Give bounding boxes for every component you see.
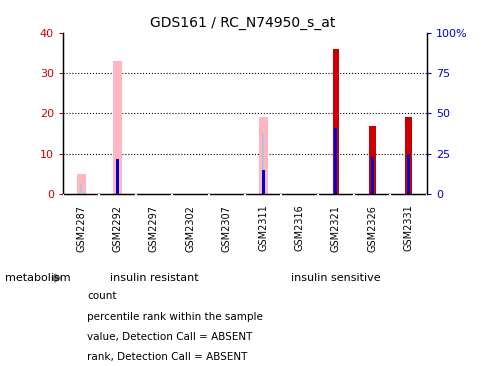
Text: GSM2297: GSM2297 [149, 205, 159, 252]
Bar [261, 170, 264, 194]
Text: GDS161 / RC_N74950_s_at: GDS161 / RC_N74950_s_at [150, 16, 334, 30]
Text: metabolism: metabolism [5, 273, 70, 283]
Bar [116, 158, 119, 194]
Text: GSM2302: GSM2302 [185, 205, 195, 251]
Bar [113, 61, 122, 194]
Text: GSM2331: GSM2331 [403, 205, 413, 251]
Bar [333, 128, 336, 194]
Text: GSM2307: GSM2307 [221, 205, 231, 251]
Text: insulin resistant: insulin resistant [109, 273, 198, 283]
Text: GSM2292: GSM2292 [112, 205, 122, 252]
Bar [405, 117, 411, 194]
Bar [76, 174, 86, 194]
Bar [406, 154, 409, 194]
Bar [258, 117, 267, 194]
Bar [332, 49, 338, 194]
Bar [368, 126, 375, 194]
Text: GSM2326: GSM2326 [366, 205, 377, 251]
Text: percentile rank within the sample: percentile rank within the sample [87, 311, 263, 322]
Text: GSM2321: GSM2321 [330, 205, 340, 251]
Text: GSM2311: GSM2311 [257, 205, 268, 251]
Text: insulin sensitive: insulin sensitive [290, 273, 380, 283]
Text: GSM2316: GSM2316 [294, 205, 304, 251]
Bar [80, 184, 82, 194]
Bar [370, 157, 373, 194]
Text: value, Detection Call = ABSENT: value, Detection Call = ABSENT [87, 332, 252, 342]
Bar [261, 134, 264, 194]
Text: count: count [87, 291, 117, 302]
Text: rank, Detection Call = ABSENT: rank, Detection Call = ABSENT [87, 352, 247, 362]
Text: GSM2287: GSM2287 [76, 205, 86, 252]
